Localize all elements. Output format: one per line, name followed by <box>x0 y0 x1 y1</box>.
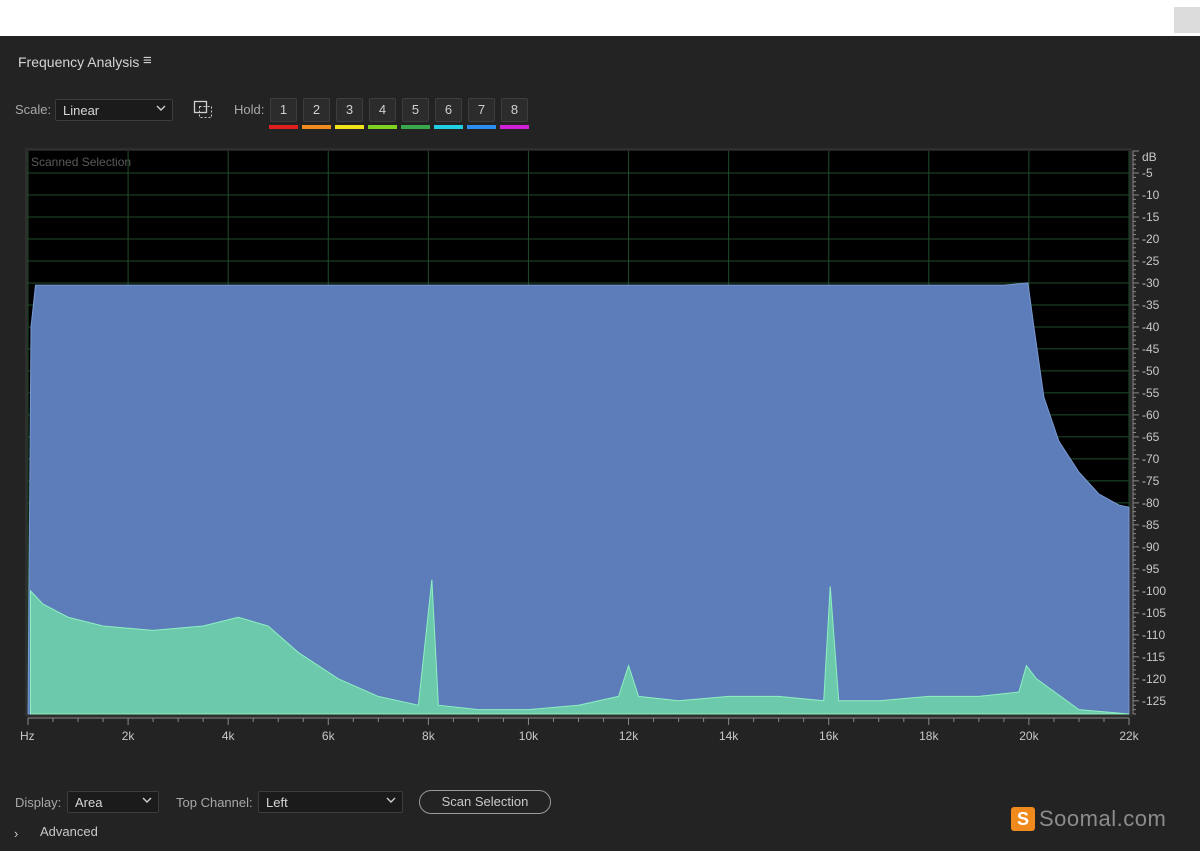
y-tick-label: -90 <box>1142 540 1160 554</box>
hold-button-3[interactable]: 3 <box>336 98 363 122</box>
frequency-analysis-panel: Frequency Analysis ≡ Scale: Linear Hold:… <box>0 36 1200 851</box>
y-tick-label: -105 <box>1142 606 1166 620</box>
y-tick-label: -35 <box>1142 298 1160 312</box>
hold-color-bar-4 <box>368 125 397 129</box>
advanced-toggle[interactable]: Advanced <box>40 824 98 839</box>
hold-button-5[interactable]: 5 <box>402 98 429 122</box>
watermark: S Soomal.com <box>1011 806 1166 832</box>
scrollbar-thumb[interactable] <box>1174 7 1200 33</box>
y-tick-label: -30 <box>1142 276 1160 290</box>
hold-button-1[interactable]: 1 <box>270 98 297 122</box>
hold-button-7[interactable]: 7 <box>468 98 495 122</box>
hold-button-2[interactable]: 2 <box>303 98 330 122</box>
hold-button-4[interactable]: 4 <box>369 98 396 122</box>
y-tick-label: -120 <box>1142 672 1166 686</box>
y-tick-label: -5 <box>1142 166 1153 180</box>
y-tick-label: -50 <box>1142 364 1160 378</box>
hold-color-bar-5 <box>401 125 430 129</box>
series-secondary-area <box>30 579 1130 715</box>
marquee-zoom-icon[interactable] <box>193 100 213 120</box>
display-select-value: Area <box>75 795 103 810</box>
y-tick-label: -45 <box>1142 342 1160 356</box>
chevron-right-icon[interactable]: › <box>14 826 19 841</box>
y-tick-label: -85 <box>1142 518 1160 532</box>
y-tick-label: -40 <box>1142 320 1160 334</box>
scale-label: Scale: <box>15 102 52 117</box>
scale-select-value: Linear <box>63 103 100 118</box>
x-tick-label: 10k <box>519 729 539 743</box>
hold-color-bar-8 <box>500 125 529 129</box>
frequency-spectrum-chart[interactable]: Scanned Selection dB -5 -10 -15 -20 -25 -30 -35 -… <box>18 146 1181 743</box>
y-tick-label: -60 <box>1142 408 1160 422</box>
scanned-selection-label: Scanned Selection <box>31 155 131 169</box>
x-tick-label: 14k <box>719 729 739 743</box>
y-axis-unit: dB <box>1142 150 1157 164</box>
y-tick-label: -100 <box>1142 584 1166 598</box>
y-tick-label: -20 <box>1142 232 1160 246</box>
x-tick-label: 16k <box>819 729 839 743</box>
x-tick-label: 18k <box>919 729 939 743</box>
y-tick-label: -70 <box>1142 452 1160 466</box>
hold-color-bar-1 <box>269 125 298 129</box>
x-tick-label: 8k <box>422 729 436 743</box>
scale-select[interactable]: Linear <box>55 99 173 121</box>
x-tick-label: 20k <box>1019 729 1039 743</box>
y-tick-label: -55 <box>1142 386 1160 400</box>
x-tick-label: 6k <box>322 729 336 743</box>
hold-color-bar-7 <box>467 125 496 129</box>
plot-border <box>25 148 1132 717</box>
y-tick-label: -25 <box>1142 254 1160 268</box>
series-primary-area <box>27 282 1130 715</box>
display-select[interactable]: Area <box>67 791 159 813</box>
y-tick-label: -95 <box>1142 562 1160 576</box>
chevron-down-icon <box>156 105 166 111</box>
x-tick-label: 4k <box>222 729 236 743</box>
chevron-down-icon <box>142 797 152 803</box>
chevron-down-icon <box>386 797 396 803</box>
hold-color-bar-6 <box>434 125 463 129</box>
y-tick-label: -110 <box>1142 628 1165 642</box>
hold-color-bar-3 <box>335 125 364 129</box>
panel-title: Frequency Analysis <box>18 54 140 70</box>
hold-color-bar-2 <box>302 125 331 129</box>
x-tick-label: 12k <box>619 729 639 743</box>
hold-label: Hold: <box>234 102 265 117</box>
y-tick-label: -65 <box>1142 430 1160 444</box>
y-tick-label: -15 <box>1142 210 1160 224</box>
top-channel-select[interactable]: Left <box>258 791 403 813</box>
display-label: Display: <box>15 795 62 810</box>
y-tick-label: -125 <box>1142 694 1166 708</box>
y-tick-label: -80 <box>1142 496 1160 510</box>
x-tick-label: 2k <box>122 729 136 743</box>
y-tick-label: -75 <box>1142 474 1160 488</box>
hold-button-6[interactable]: 6 <box>435 98 462 122</box>
x-tick-label: 22k <box>1119 729 1139 743</box>
y-tick-label: -115 <box>1142 650 1165 664</box>
scan-selection-button[interactable]: Scan Selection <box>419 790 551 814</box>
hamburger-icon[interactable]: ≡ <box>143 52 152 69</box>
top-channel-label: Top Channel: <box>176 795 253 810</box>
x-tick-label: Hz <box>20 729 35 743</box>
watermark-text: Soomal.com <box>1039 806 1167 831</box>
soomal-logo-icon: S <box>1011 807 1035 831</box>
top-channel-select-value: Left <box>266 795 288 810</box>
y-tick-label: -10 <box>1142 188 1160 202</box>
window-top-strip <box>0 0 1200 36</box>
hold-button-8[interactable]: 8 <box>501 98 528 122</box>
